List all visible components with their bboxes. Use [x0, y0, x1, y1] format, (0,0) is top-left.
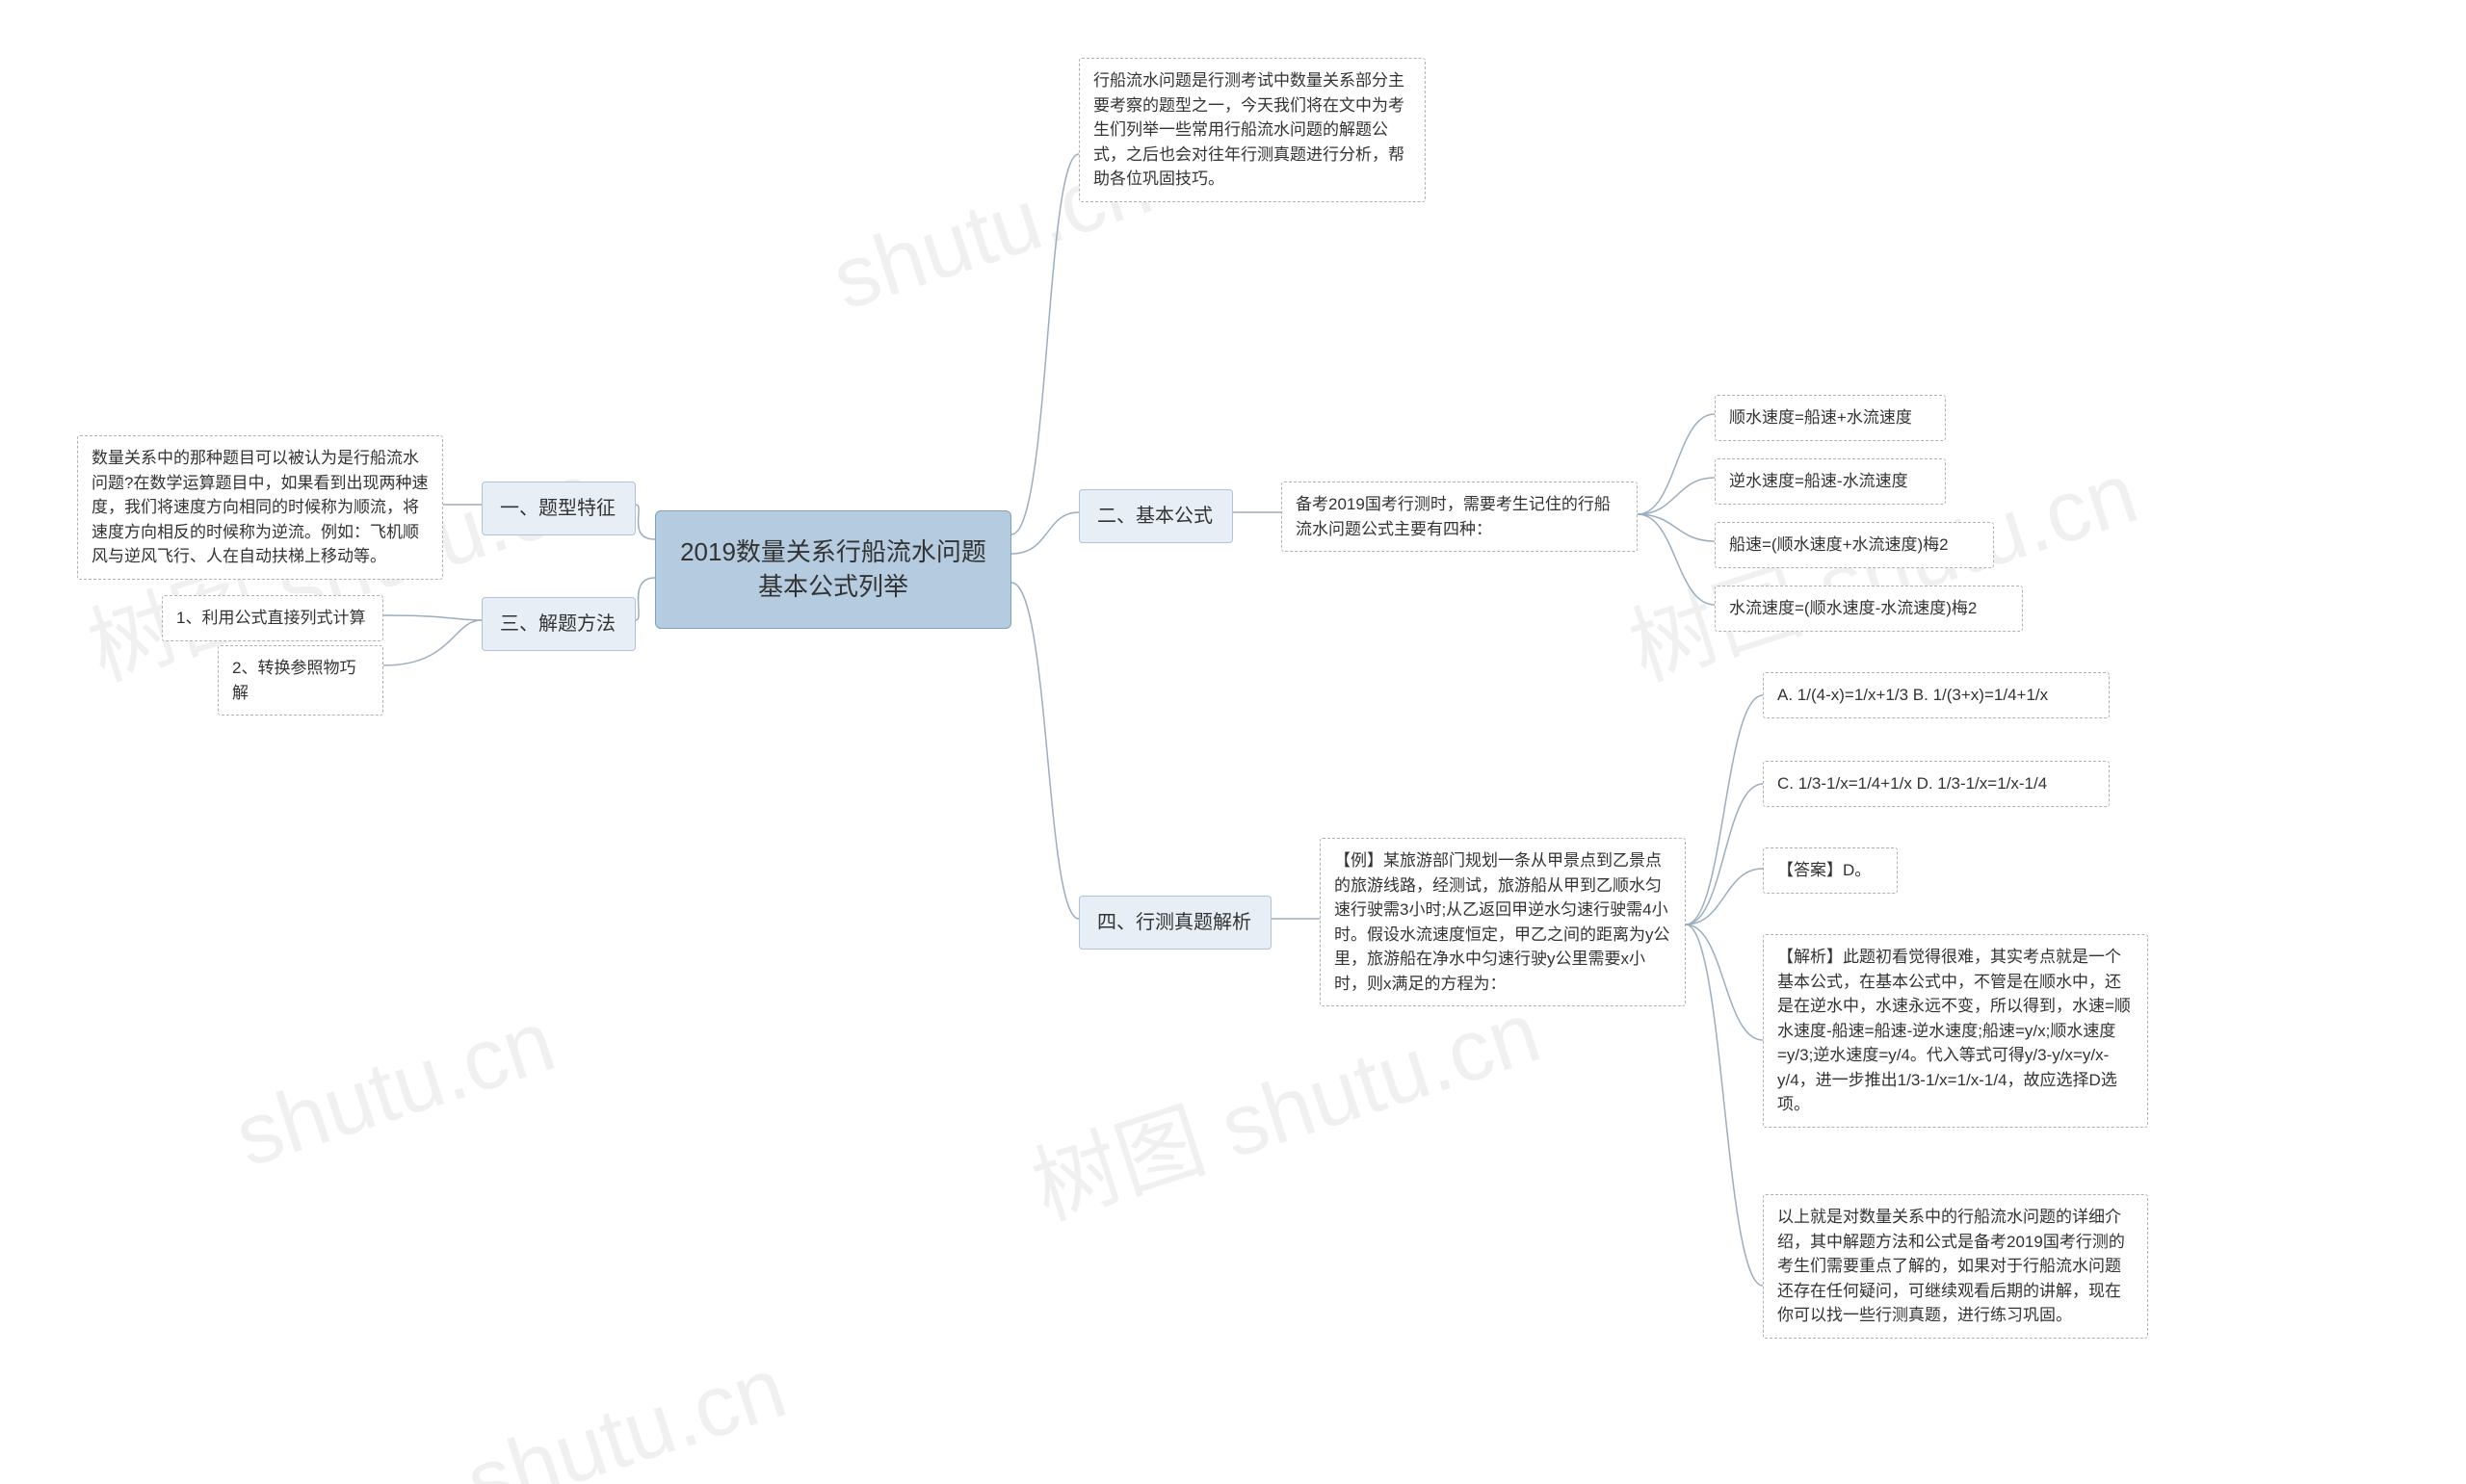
leaf-method-1: 1、利用公式直接列式计算	[162, 595, 383, 641]
leaf-formula-2: 逆水速度=船速-水流速度	[1715, 458, 1946, 505]
leaf-summary: 以上就是对数量关系中的行船流水问题的详细介绍，其中解题方法和公式是备考2019国…	[1763, 1194, 2148, 1339]
branch-solution-method: 三、解题方法	[482, 597, 636, 651]
leaf-formula-1: 顺水速度=船速+水流速度	[1715, 395, 1946, 441]
leaf-analysis: 【解析】此题初看觉得很难，其实考点就是一个基本公式，在基本公式中，不管是在顺水中…	[1763, 934, 2148, 1128]
watermark: shutu.cn	[455, 1339, 797, 1484]
leaf-option-ab: A. 1/(4-x)=1/x+1/3 B. 1/(3+x)=1/4+1/x	[1763, 672, 2110, 718]
branch-question-type: 一、题型特征	[482, 482, 636, 535]
leaf-formula-3: 船速=(顺水速度+水流速度)梅2	[1715, 522, 1994, 568]
watermark: shutu.cn	[223, 992, 565, 1187]
leaf-formula-4: 水流速度=(顺水速度-水流速度)梅2	[1715, 586, 2023, 632]
branch-exam-analysis: 四、行测真题解析	[1079, 896, 1272, 950]
leaf-answer: 【答案】D。	[1763, 847, 1898, 894]
branch-basic-formula: 二、基本公式	[1079, 489, 1233, 543]
mindmap-root: 2019数量关系行船流水问题基本公式列举	[655, 510, 1011, 629]
leaf-intro: 行船流水问题是行测考试中数量关系部分主要考察的题型之一，今天我们将在文中为考生们…	[1079, 58, 1426, 202]
leaf-question-type-desc: 数量关系中的那种题目可以被认为是行船流水问题?在数学运算题目中，如果看到出现两种…	[77, 435, 443, 580]
leaf-example: 【例】某旅游部门规划一条从甲景点到乙景点的旅游线路，经测试，旅游船从甲到乙顺水匀…	[1320, 838, 1686, 1006]
leaf-method-2: 2、转换参照物巧解	[218, 645, 383, 716]
leaf-option-cd: C. 1/3-1/x=1/4+1/x D. 1/3-1/x=1/x-1/4	[1763, 761, 2110, 807]
leaf-formula-desc: 备考2019国考行测时，需要考生记住的行船流水问题公式主要有四种：	[1281, 482, 1638, 552]
